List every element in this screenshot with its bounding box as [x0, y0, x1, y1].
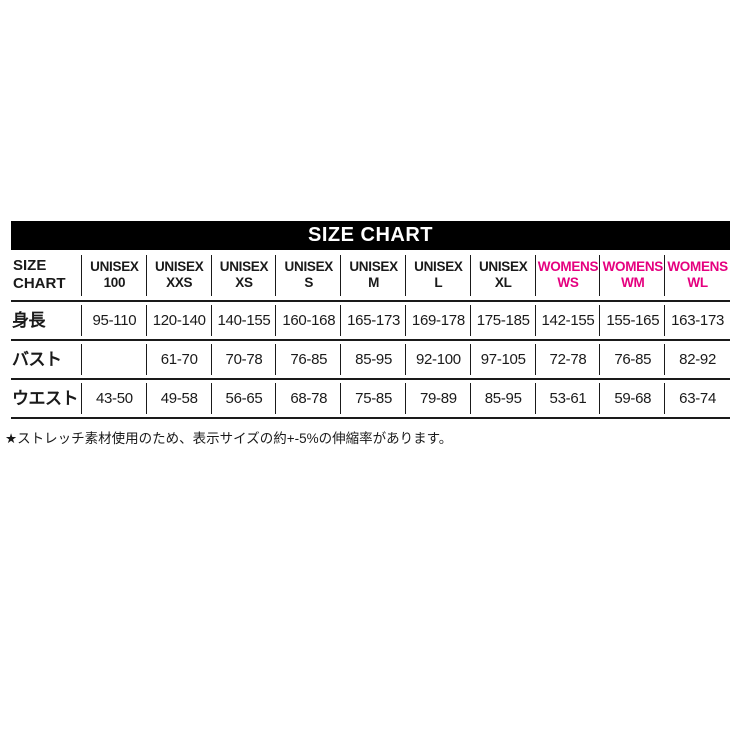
column-header-unisex-xl: UNISEX XL: [471, 250, 536, 300]
stretch-material-footnote: ★ストレッチ素材使用のため、表示サイズの約+-5%の伸縮率があります。: [5, 431, 453, 446]
waist-value-cell: 43-50: [82, 380, 147, 417]
column-header-unisex-100: UNISEX 100: [82, 250, 147, 300]
bust-value-cell: 70-78: [212, 341, 277, 378]
column-header-womens-wl: WOMENS WL: [667, 259, 728, 290]
column-header-womens-wm: WOMENS WM: [600, 250, 666, 300]
bust-value-cell: 76-85: [600, 341, 666, 378]
waist-value-cell: 56-65: [212, 380, 277, 417]
waist-value-cell: 68-78: [276, 380, 342, 417]
table-header-row: SIZE CHART UNISEX 100 UNISEX XXS UNISEX …: [11, 250, 730, 302]
column-header-unisex-xs: UNISEX XS: [212, 250, 277, 300]
height-value-cell: 155-165: [600, 302, 666, 339]
waist-value-cell: 75-85: [341, 380, 406, 417]
table-row-height: 身長 95-110 120-140 140-155 160-168 165-17…: [11, 302, 730, 341]
column-header-womens-ws: WOMENS WS: [536, 250, 601, 300]
bust-value-cell: 92-100: [406, 341, 471, 378]
height-value-cell: 160-168: [276, 302, 342, 339]
height-value-cell: 120-140: [147, 302, 212, 339]
bust-value-cell: 97-105: [471, 341, 536, 378]
height-value-cell: 95-110: [82, 302, 147, 339]
bust-value-cell: 85-95: [341, 341, 406, 378]
height-value-cell: 165-173: [341, 302, 406, 339]
waist-value-cell: 85-95: [471, 380, 536, 417]
bust-value-cell: 76-85: [276, 341, 342, 378]
column-header-unisex-l: UNISEX L: [406, 250, 471, 300]
banner-title: SIZE CHART: [308, 224, 433, 246]
bust-value-cell: 61-70: [147, 341, 212, 378]
size-chart-banner: SIZE CHART: [11, 221, 730, 250]
column-header-unisex-xxs: UNISEX XXS: [147, 250, 212, 300]
corner-size-chart-label: SIZE CHART: [11, 250, 82, 300]
waist-value-cell: 49-58: [147, 380, 212, 417]
size-table: SIZE CHART UNISEX 100 UNISEX XXS UNISEX …: [11, 250, 730, 419]
row-label-waist: ウエスト: [11, 380, 82, 417]
table-row-bust: バスト 61-70 70-78 76-85 85-95 92-100 97-10…: [11, 341, 730, 380]
height-value-cell: 163-173: [671, 311, 725, 329]
bust-value-cell: 72-78: [536, 341, 601, 378]
waist-value-cell: 53-61: [536, 380, 601, 417]
column-header-unisex-m: UNISEX M: [341, 250, 406, 300]
height-value-cell: 142-155: [536, 302, 601, 339]
column-header-unisex-s: UNISEX S: [276, 250, 342, 300]
bust-value-cell: [82, 341, 147, 378]
waist-value-cell: 79-89: [406, 380, 471, 417]
height-value-cell: 140-155: [212, 302, 277, 339]
row-label-height: 身長: [11, 302, 82, 339]
waist-value-cell: 63-74: [679, 389, 717, 407]
row-label-bust: バスト: [11, 341, 82, 378]
waist-value-cell: 59-68: [600, 380, 666, 417]
height-value-cell: 169-178: [406, 302, 471, 339]
height-value-cell: 175-185: [471, 302, 536, 339]
table-row-waist: ウエスト 43-50 49-58 56-65 68-78 75-85 79-89…: [11, 380, 730, 419]
bust-value-cell: 82-92: [679, 350, 717, 368]
